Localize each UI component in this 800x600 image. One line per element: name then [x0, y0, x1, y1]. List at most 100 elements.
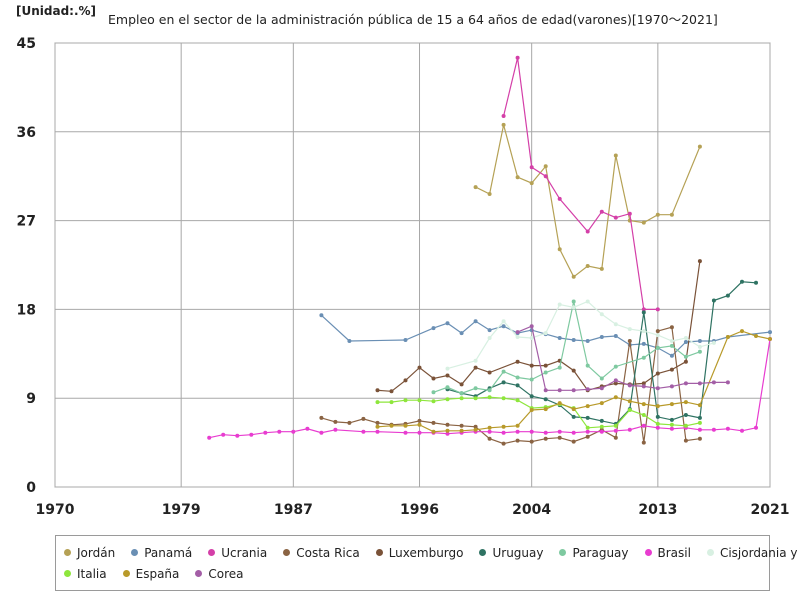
data-point [599, 418, 604, 423]
data-point [585, 339, 590, 343]
data-point [599, 266, 604, 271]
data-point [487, 436, 492, 441]
series-line [475, 124, 701, 278]
x-tick-label: 1996 [400, 502, 439, 518]
data-point [557, 429, 562, 434]
legend-item: Panamá [131, 546, 192, 560]
data-point [599, 376, 604, 381]
data-point [740, 428, 744, 433]
data-point [655, 425, 660, 430]
data-point [585, 299, 590, 304]
data-point [515, 438, 520, 443]
legend-swatch [283, 549, 291, 556]
data-point [431, 429, 436, 434]
data-point [571, 414, 576, 419]
data-point [417, 430, 422, 435]
data-point [543, 397, 548, 402]
data-point [585, 229, 590, 234]
data-point [543, 436, 548, 441]
data-point [683, 423, 688, 428]
data-point [459, 391, 464, 396]
data-point [697, 436, 702, 441]
data-point [487, 388, 492, 393]
data-point [487, 328, 492, 333]
data-point [515, 398, 520, 403]
data-point [473, 185, 478, 190]
data-point [627, 408, 632, 412]
data-point [263, 430, 268, 435]
data-point [641, 355, 646, 360]
data-point [669, 353, 674, 358]
data-point [431, 326, 436, 331]
series-corea [515, 324, 730, 393]
data-point [487, 429, 492, 434]
data-point [473, 358, 478, 363]
data-point [319, 415, 324, 420]
data-point [697, 381, 702, 386]
data-point [501, 369, 506, 374]
data-point [389, 389, 394, 394]
series-line [377, 330, 771, 433]
data-point [473, 365, 478, 370]
legend-swatch [64, 570, 71, 577]
data-point [740, 279, 744, 284]
data-point [543, 164, 548, 169]
data-point [571, 274, 576, 279]
data-point [403, 338, 408, 342]
data-point [277, 429, 282, 434]
data-point [627, 427, 632, 432]
data-point [613, 428, 618, 433]
legend-label: Jordán [77, 545, 116, 560]
data-point [473, 427, 478, 432]
data-point [529, 377, 534, 382]
data-point [641, 413, 646, 417]
data-point [571, 368, 576, 373]
legend-row: Italia España Corea [64, 563, 761, 584]
legend-swatch [131, 549, 139, 556]
legend-label: Uruguay [492, 545, 544, 560]
series-cisjordania-y-gaza [445, 299, 716, 371]
data-point [431, 376, 436, 381]
data-point [529, 165, 534, 170]
data-point [725, 426, 730, 431]
data-point [754, 425, 758, 430]
data-point [473, 396, 478, 401]
legend-swatch [64, 549, 71, 556]
data-point [613, 381, 618, 386]
x-tick-label: 1979 [162, 502, 201, 518]
y-tick-label: 9 [26, 391, 36, 407]
legend-item: Corea [195, 567, 244, 581]
data-point [473, 386, 478, 391]
data-point [655, 345, 660, 350]
data-point [711, 380, 716, 385]
data-point [711, 340, 716, 345]
y-tick-label: 27 [17, 214, 36, 230]
data-point [697, 339, 702, 343]
data-point [627, 211, 632, 216]
data-point [571, 388, 576, 393]
data-point [725, 380, 730, 385]
data-point [417, 422, 422, 427]
data-point [599, 429, 604, 434]
data-point [599, 209, 604, 214]
data-point [557, 336, 562, 340]
legend-swatch [195, 570, 203, 577]
data-point [655, 333, 660, 338]
data-point [291, 429, 296, 434]
data-point [725, 335, 730, 339]
data-point [417, 418, 422, 423]
x-tick-label: 2004 [512, 502, 551, 518]
data-point [754, 334, 758, 338]
data-point [235, 433, 240, 438]
data-point [347, 339, 352, 343]
data-point [683, 359, 688, 364]
data-point [543, 370, 548, 375]
data-point [501, 441, 506, 446]
tick-labels: 1970 1979 1987 1996 2004 2013 2021 0 9 18 27 36 45 [17, 36, 790, 518]
data-point [459, 331, 464, 336]
data-point [487, 425, 492, 430]
data-point [599, 424, 604, 429]
legend-item: Costa Rica [283, 546, 360, 560]
line-chart: 1970 1979 1987 1996 2004 2013 2021 0 9 18 27 36 45 [17, 36, 790, 518]
data-point [613, 334, 618, 338]
